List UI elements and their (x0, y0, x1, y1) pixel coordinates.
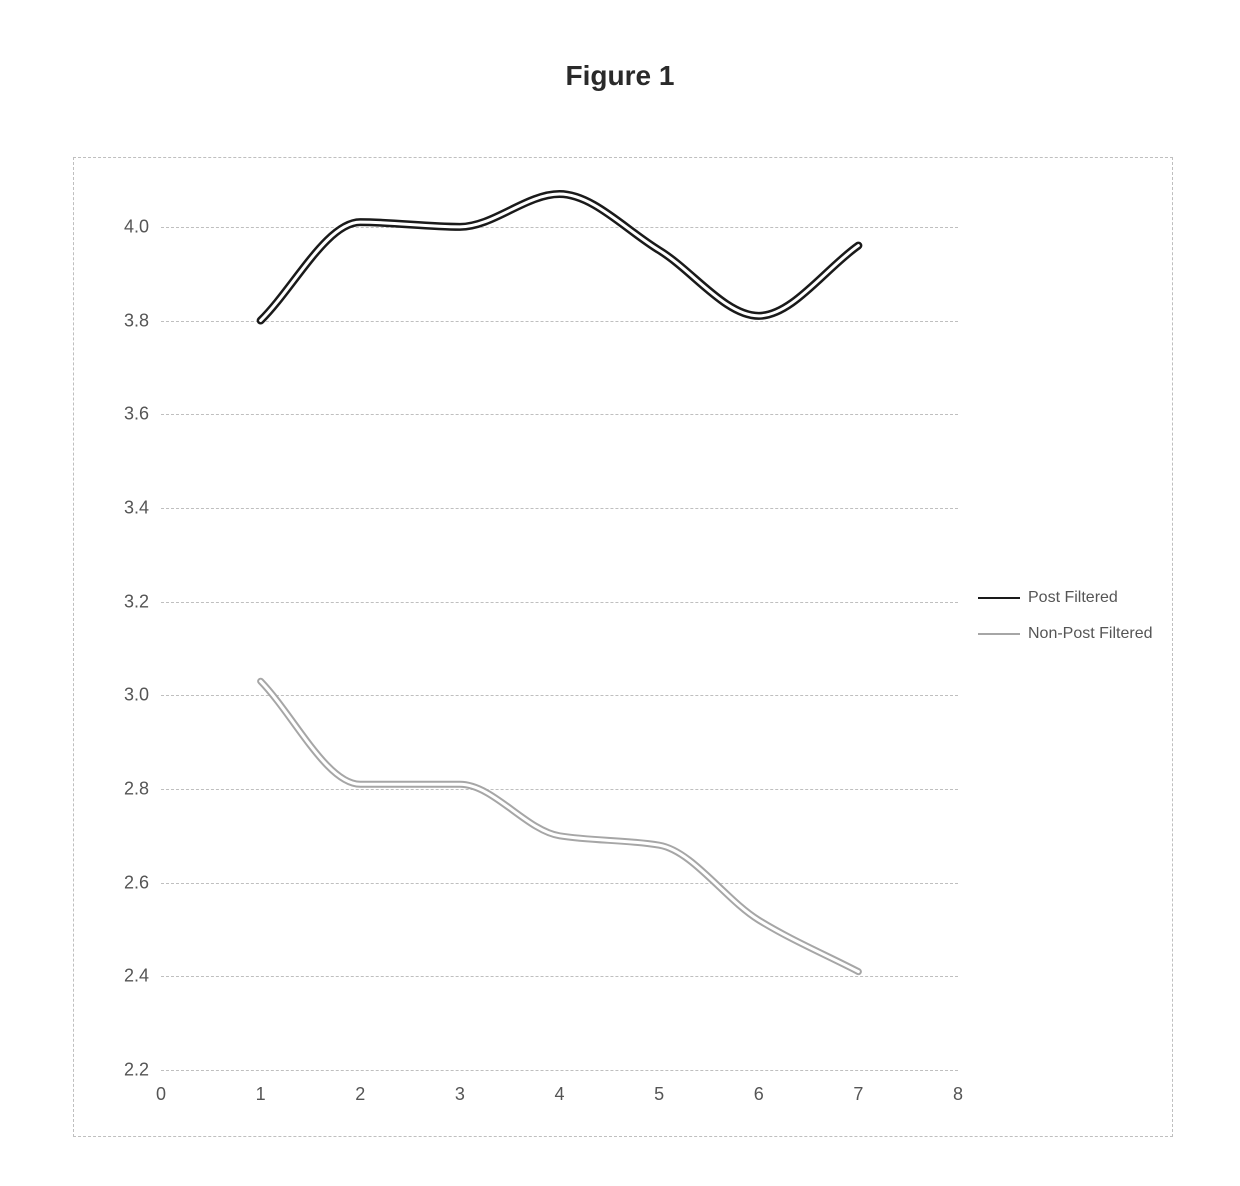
x-tick-label: 0 (156, 1084, 166, 1105)
y-tick-label: 2.8 (124, 778, 149, 799)
chart-frame: 2.22.42.62.83.03.23.43.63.84.0012345678 … (73, 157, 1173, 1137)
y-tick-label: 3.6 (124, 404, 149, 425)
x-tick-label: 4 (554, 1084, 564, 1105)
page: Figure 1 2.22.42.62.83.03.23.43.63.84.00… (0, 0, 1240, 1186)
y-tick-label: 4.0 (124, 216, 149, 237)
legend-item-post: Post Filtered (978, 589, 1153, 607)
x-tick-label: 2 (355, 1084, 365, 1105)
legend-swatch-nonpost (978, 633, 1020, 636)
x-tick-label: 7 (853, 1084, 863, 1105)
figure-title: Figure 1 (0, 60, 1240, 92)
y-tick-label: 2.6 (124, 872, 149, 893)
x-tick-label: 6 (754, 1084, 764, 1105)
series-svg (161, 180, 958, 1070)
series-line-post (261, 194, 859, 320)
gridline-y (161, 1070, 958, 1071)
legend-label-post: Post Filtered (1028, 589, 1118, 607)
y-tick-label: 2.4 (124, 966, 149, 987)
y-tick-label: 2.2 (124, 1060, 149, 1081)
y-tick-label: 3.2 (124, 591, 149, 612)
y-tick-label: 3.4 (124, 497, 149, 518)
x-tick-label: 3 (455, 1084, 465, 1105)
series-line-post-gap (261, 194, 859, 320)
legend-label-nonpost: Non-Post Filtered (1028, 625, 1153, 643)
series-line-nonpost (261, 681, 859, 971)
plot-area: 2.22.42.62.83.03.23.43.63.84.0012345678 (161, 180, 958, 1070)
x-tick-label: 1 (256, 1084, 266, 1105)
legend-item-nonpost: Non-Post Filtered (978, 625, 1153, 643)
x-tick-label: 8 (953, 1084, 963, 1105)
y-tick-label: 3.0 (124, 685, 149, 706)
y-tick-label: 3.8 (124, 310, 149, 331)
x-tick-label: 5 (654, 1084, 664, 1105)
legend-swatch-post (978, 597, 1020, 600)
legend: Post Filtered Non-Post Filtered (978, 589, 1153, 661)
